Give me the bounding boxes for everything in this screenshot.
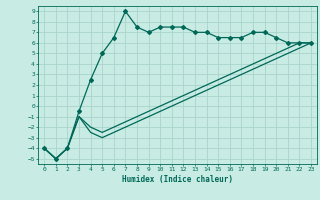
X-axis label: Humidex (Indice chaleur): Humidex (Indice chaleur): [122, 175, 233, 184]
